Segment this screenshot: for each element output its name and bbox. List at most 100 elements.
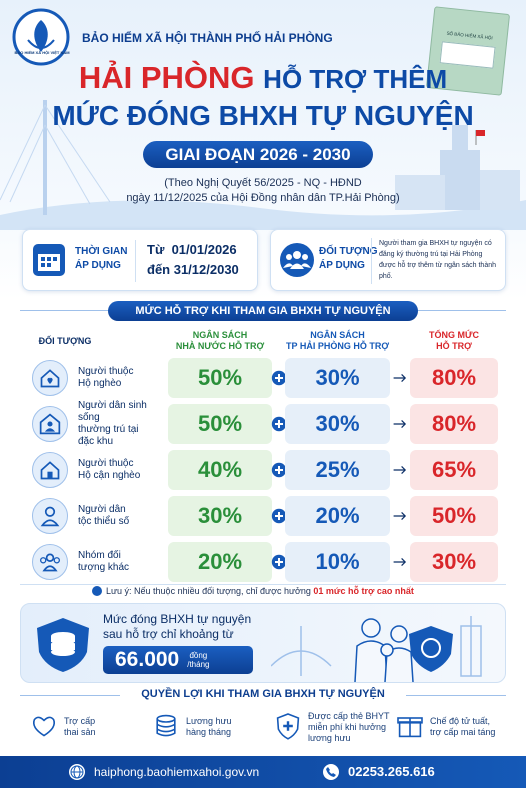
benefit-icon-svg [33, 716, 55, 737]
col-line: HỖ TRỢ [436, 341, 472, 351]
label-line: Nhóm đối [78, 550, 121, 561]
people-icon [280, 243, 314, 277]
family-illustration [271, 616, 482, 682]
city-support: 30% [285, 404, 390, 444]
subject-card: ĐỐI TƯỢNG ÁP DỤNG Người tham gia BHXH tự … [270, 229, 506, 291]
label-line: thường trú tại [78, 424, 139, 435]
benefit-icon [394, 710, 426, 742]
table-row: Nhóm đối tượng khác 20% 10% 30% [22, 540, 506, 584]
plus-icon [271, 370, 287, 386]
label-line: ÁP DỤNG [319, 260, 365, 271]
row-icon-svg [40, 553, 60, 572]
label-line: ĐỐI TƯỢNG [319, 246, 378, 257]
benefit-text: Được cấp thẻ BHYT miễn phí khi hưởng lương… [308, 706, 392, 748]
col-line: NGÂN SÁCH [192, 330, 248, 340]
total-support: 80% [410, 404, 498, 444]
row-label: Người dân sinh sống thường trú tại đặc khu [78, 400, 168, 447]
col-line: NHÀ NƯỚC HỖ TRỢ [175, 341, 265, 351]
arrow-icon-svg [393, 465, 407, 475]
benefit-item: Trợ cấp thai sản [28, 706, 148, 748]
city-support: 10% [285, 542, 390, 582]
logo-text: BẢO HIỂM XÃ HỘI VIỆT NAM [14, 50, 70, 55]
plus-icon [271, 462, 287, 478]
bridge-skyline [0, 100, 526, 230]
state-support: 20% [168, 542, 272, 582]
plus-icon-svg [271, 370, 287, 386]
title-highlight: HẢI PHÒNG [78, 60, 255, 95]
col-line: NGÂN SÁCH [310, 330, 365, 340]
total-support: 50% [410, 496, 498, 536]
benefit-icon [272, 710, 304, 742]
arrow-icon-svg [393, 419, 407, 429]
label-line: Người thuộc [78, 458, 134, 469]
footer: haiphong.baohiemxahoi.gov.vn 02253.265.6… [0, 756, 526, 788]
note-text: Lưu ý: Nếu thuộc nhiều đối tượng, chỉ đư… [106, 586, 314, 596]
benefits-heading: QUYỀN LỢI KHI THAM GIA BHXH TỰ NGUYỆN [120, 688, 406, 700]
time-label: THỜI GIAN ÁP DỤNG [75, 245, 127, 273]
row-icon-svg [40, 369, 60, 388]
amount-unit: đồng/tháng [187, 651, 209, 669]
row-label: Người thuộc Hộ nghèo [78, 356, 168, 400]
subject-label: ĐỐI TƯỢNG ÁP DỤNG [319, 245, 378, 273]
state-support: 50% [168, 358, 272, 398]
text-line: sau hỗ trợ chỉ khoảng từ [103, 627, 234, 641]
org-name: BẢO HIỂM XÃ HỘI THÀNH PHỐ HẢI PHÒNG [82, 31, 333, 45]
row-icon [32, 452, 68, 488]
arrow-icon-svg [393, 511, 407, 521]
label-line: ÁP DỤNG [75, 260, 121, 271]
plus-icon-svg [271, 462, 287, 478]
plus-icon-svg [271, 416, 287, 432]
benefit-line: thai sản [64, 727, 96, 737]
benefit-line: hàng tháng [186, 727, 232, 737]
benefit-icon-svg [397, 717, 423, 738]
web-icon [69, 764, 85, 780]
phone[interactable]: 02253.265.616 [348, 764, 435, 779]
row-label: Nhóm đối tượng khác [78, 540, 168, 584]
label-line: Hộ cận nghèo [78, 470, 141, 481]
label-line: Hộ nghèo [78, 378, 122, 389]
benefit-icon-svg [156, 714, 176, 737]
phone-icon [323, 764, 339, 780]
title-rest: HỖ TRỢ THÊM [263, 64, 448, 94]
row-icon [32, 406, 68, 442]
benefit-icon [150, 710, 182, 742]
col-total: TỔNG MỨC HỖ TRỢ [410, 330, 498, 352]
row-label: Người dân tộc thiểu số [78, 494, 168, 538]
benefit-item: Lương hưu hàng tháng [150, 706, 270, 748]
arrow-icon [392, 370, 408, 386]
col-city: NGÂN SÁCH TP HẢI PHÒNG HỖ TRỢ [285, 330, 390, 352]
bhxh-logo [12, 8, 70, 66]
benefit-line: Chế độ tử tuất, [430, 716, 491, 726]
benefit-item: Được cấp thẻ BHYT miễn phí khi hưởng lương… [272, 706, 392, 748]
benefit-icon-svg [276, 713, 300, 740]
time-range: Từ 01/01/2026 đến 31/12/2030 [147, 240, 239, 280]
coins-shield-icon [37, 618, 89, 672]
plus-icon-svg [271, 554, 287, 570]
benefit-text: Trợ cấp thai sản [64, 706, 148, 748]
website[interactable]: haiphong.baohiemxahoi.gov.vn [94, 765, 260, 779]
row-icon-svg [39, 413, 61, 435]
row-icon [32, 498, 68, 534]
row-icon-svg [40, 461, 60, 480]
row-icon [32, 360, 68, 396]
benefit-icon [28, 710, 60, 742]
city-support: 25% [285, 450, 390, 490]
arrow-icon [392, 508, 408, 524]
col-line: TỔNG MỨC [429, 330, 479, 340]
plus-icon [271, 508, 287, 524]
basis-line: ngày 11/12/2025 của Hội Đồng nhân dân TP… [126, 192, 400, 204]
city-support: 20% [285, 496, 390, 536]
note-emphasis: 01 mức hỗ trợ cao nhất [313, 586, 414, 596]
label-line: Người thuộc [78, 366, 134, 377]
benefit-text: Lương hưu hàng tháng [186, 706, 270, 748]
contribution-card: Mức đóng BHXH tự nguyện sau hỗ trợ chỉ kh… [20, 603, 506, 683]
amount-box: 66.000 đồng/tháng [103, 646, 253, 674]
col-line: ĐỐI TƯỢNG [38, 336, 92, 346]
arrow-icon-svg [393, 557, 407, 567]
plus-icon [271, 554, 287, 570]
time-card: THỜI GIAN ÁP DỤNG Từ 01/01/2026 đến 31/12/… [22, 229, 258, 291]
book-label: SỔ BẢO HIỂM XÃ HỘI [446, 30, 493, 41]
table-row: Người dân sinh sống thường trú tại đặc khu… [22, 400, 506, 447]
